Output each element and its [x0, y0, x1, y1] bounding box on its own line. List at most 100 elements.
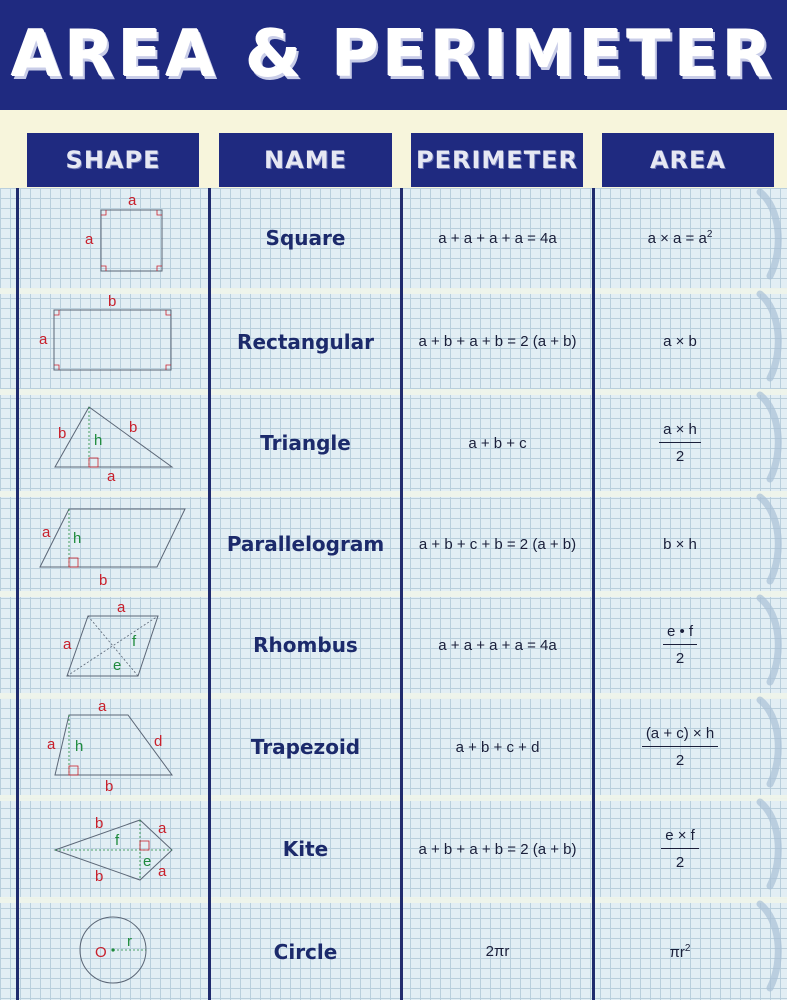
column-header-name: NAME [219, 133, 392, 187]
column-header-area-label: AREA [649, 146, 727, 174]
kite-diagram-icon: b b a a f e [53, 815, 173, 885]
row-divider [0, 288, 787, 294]
area-formula: a × a = a2 [647, 229, 713, 247]
area-formula: πr2 [669, 942, 691, 961]
svg-text:b: b [95, 868, 103, 885]
svg-text:a: a [107, 468, 116, 485]
svg-text:b: b [99, 572, 107, 589]
area-formula: a × b [663, 333, 697, 350]
column-divider [208, 188, 211, 1000]
shape-name: Rhombus [253, 633, 358, 657]
name-cell: Rhombus [211, 597, 400, 693]
shape-cell: b b a a f e [19, 801, 208, 897]
perimeter-cell: a + b + c [403, 395, 592, 491]
column-divider [592, 188, 595, 1000]
perimeter-cell: 2πr [403, 903, 592, 1000]
perimeter-formula: a + b + a + b = 2 (a + b) [418, 333, 577, 350]
column-header-perimeter: PERIMETER [411, 133, 583, 187]
name-cell: Circle [211, 903, 400, 1000]
area-cell: a × b [595, 294, 765, 389]
page-title: AREA & PERIMETER [11, 18, 776, 92]
shape-name: Square [265, 226, 346, 250]
perimeter-formula: a + a + a + a = 4a [438, 636, 557, 654]
svg-text:a: a [128, 192, 137, 209]
shape-cell: b b a h [19, 395, 208, 491]
name-cell: Square [211, 188, 400, 288]
svg-text:f: f [115, 832, 120, 849]
perimeter-formula: 2πr [485, 943, 510, 960]
trapezoid-diagram-icon: a a d b h [47, 699, 173, 795]
shape-cell: a b h [19, 497, 208, 591]
table-row-trapezoid: a a d b h Trapezoid a + b + c + d (a + c… [0, 699, 787, 795]
shape-name: Kite [282, 837, 329, 861]
shape-cell: a a [19, 188, 208, 288]
row-divider [0, 693, 787, 699]
table-row-rhombus: a a f e Rhombus a + a + a + a = 4a e • f… [0, 597, 787, 693]
area-cell: a × a = a2 [595, 188, 765, 288]
shape-name: Trapezoid [250, 735, 361, 759]
row-divider [0, 795, 787, 801]
row-divider [0, 591, 787, 597]
shape-cell: b a [19, 294, 208, 389]
area-cell: b × h [595, 497, 765, 591]
column-header-perimeter-label: PERIMETER [416, 146, 578, 174]
svg-text:h: h [73, 530, 81, 547]
perimeter-formula: a + b + c + d [455, 738, 540, 756]
column-header-shape: SHAPE [27, 133, 199, 187]
shape-name: Parallelogram [226, 532, 385, 556]
svg-text:a: a [98, 699, 107, 715]
perimeter-formula: a + b + a + b = 2 (a + b) [418, 840, 577, 858]
row-divider [0, 389, 787, 395]
column-divider [16, 188, 19, 1000]
triangle-diagram-icon: b b a h [54, 406, 174, 485]
name-cell: Rectangular [211, 294, 400, 389]
name-cell: Kite [211, 801, 400, 897]
parallelogram-diagram-icon: a b h [39, 508, 186, 589]
svg-text:e: e [143, 853, 151, 870]
svg-text:h: h [94, 432, 102, 449]
binding-arcs-icon [756, 188, 782, 992]
perimeter-formula: a + b + c + b = 2 (a + b) [418, 535, 577, 553]
name-cell: Trapezoid [211, 699, 400, 795]
svg-text:b: b [95, 815, 103, 832]
area-formula: b × h [663, 535, 697, 553]
svg-text:f: f [132, 633, 137, 650]
table-row-kite: b b a a f e Kite a + b + a + b = 2 (a + … [0, 801, 787, 897]
svg-text:r: r [127, 933, 132, 950]
svg-text:a: a [158, 863, 167, 880]
perimeter-cell: a + b + a + b = 2 (a + b) [403, 801, 592, 897]
row-divider [0, 491, 787, 497]
column-header-name-label: NAME [264, 146, 347, 174]
svg-text:a: a [117, 599, 126, 616]
column-divider [400, 188, 403, 1000]
area-cell: πr2 [595, 903, 765, 1000]
perimeter-cell: a + b + c + b = 2 (a + b) [403, 497, 592, 591]
name-cell: Triangle [211, 395, 400, 491]
table-row-parallelogram: a b h Parallelogram a + b + c + b = 2 (a… [0, 497, 787, 591]
svg-text:a: a [42, 524, 51, 541]
table-row-rectangular: b a Rectangular a + b + a + b = 2 (a + b… [0, 294, 787, 389]
row-divider [0, 897, 787, 903]
svg-text:a: a [63, 636, 72, 653]
shape-cell: O r [19, 903, 208, 1000]
svg-text:b: b [129, 419, 137, 436]
svg-text:a: a [39, 331, 48, 348]
rectangle-diagram-icon: b a [39, 294, 172, 371]
square-diagram-icon: a a [85, 192, 163, 272]
table-row-circle: O r Circle 2πr πr2 [0, 903, 787, 1000]
svg-text:h: h [75, 738, 83, 755]
circle-diagram-icon: O r [79, 916, 147, 984]
shape-name: Circle [273, 939, 338, 964]
shape-name: Rectangular [237, 329, 374, 354]
svg-text:b: b [105, 778, 113, 795]
column-header-shape-label: SHAPE [65, 146, 161, 174]
perimeter-cell: a + a + a + a = 4a [403, 188, 592, 288]
perimeter-cell: a + b + c + d [403, 699, 592, 795]
table-row-square: a a Square a + a + a + a = 4a a × a = a2 [0, 188, 787, 288]
